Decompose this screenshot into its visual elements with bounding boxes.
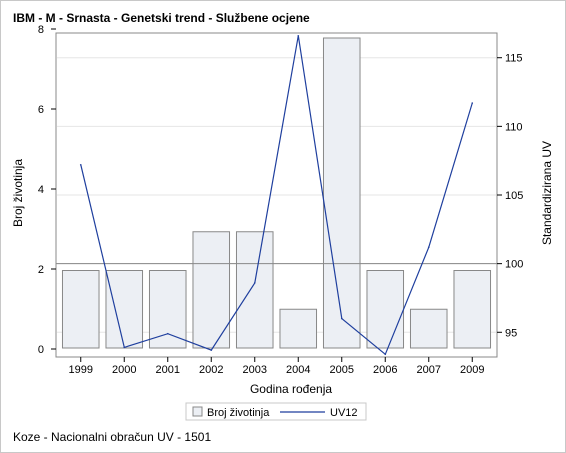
- x-tick-label: 1999: [69, 364, 93, 376]
- left-axis-ticks: 0 2 4 6 8: [38, 24, 56, 356]
- uv12-series-line: [80, 35, 473, 356]
- uv12-point: [384, 353, 387, 356]
- uv12-point: [340, 317, 343, 320]
- bar: [366, 270, 405, 349]
- right-tick-label: 105: [505, 190, 523, 202]
- bar: [192, 231, 231, 349]
- bars: [61, 37, 492, 349]
- right-tick-label: 95: [505, 327, 517, 339]
- legend-bar-swatch: [192, 406, 203, 417]
- right-tick-label: 115: [505, 53, 523, 65]
- bar: [322, 37, 361, 349]
- right-tick-label: 110: [505, 121, 523, 133]
- left-tick-label: 6: [38, 104, 44, 116]
- uv-line: [79, 34, 474, 356]
- bar: [235, 231, 274, 349]
- x-tick-label: 2003: [243, 364, 267, 376]
- right-axis-ticks: 95 100 105 110 115: [497, 53, 523, 339]
- x-tick-label: 2005: [330, 364, 354, 376]
- bar: [279, 308, 318, 349]
- bar: [409, 308, 448, 349]
- x-tick-label: 2001: [156, 364, 180, 376]
- bar: [453, 270, 492, 349]
- bar: [148, 270, 187, 349]
- legend-line-label: UV12: [330, 407, 358, 419]
- x-tick-label: 2004: [286, 364, 310, 376]
- uv12-point: [123, 346, 126, 349]
- right-tick-label: 100: [505, 259, 523, 271]
- x-tick-label: 2002: [199, 364, 223, 376]
- uv12-point: [471, 102, 474, 104]
- left-tick-label: 2: [38, 264, 44, 276]
- uv12-point: [253, 282, 256, 284]
- x-tick-label: 2007: [417, 364, 441, 376]
- x-tick-label: 2000: [112, 364, 136, 376]
- left-axis-label: Broj životinja: [11, 159, 25, 227]
- uv12-point: [166, 332, 169, 335]
- legend-box: [185, 402, 367, 421]
- bar: [61, 270, 100, 349]
- left-tick-label: 8: [38, 24, 44, 36]
- uv12-point: [79, 163, 82, 166]
- x-axis-label: Godina rođenja: [250, 382, 332, 396]
- x-tick-label: 2006: [373, 364, 397, 376]
- footer-note: Koze - Nacionalni obračun UV - 1501: [13, 430, 211, 444]
- uv12-point: [297, 34, 300, 37]
- legend-bar-label: Broj životinja: [207, 407, 270, 419]
- legend: Broj životinja UV12: [185, 402, 367, 421]
- uv12-point: [210, 349, 213, 351]
- left-tick-label: 0: [38, 344, 44, 356]
- chart-title: IBM - M - Srnasta - Genetski trend - Slu…: [13, 11, 310, 25]
- right-axis-label: Standardizirana UV: [540, 141, 554, 245]
- x-axis-ticks: 1999 2000 2001 2002 2003 2004 2005 2006 2007 2009: [69, 357, 484, 376]
- left-tick-label: 4: [38, 184, 44, 196]
- x-tick-label: 2009: [460, 364, 484, 376]
- uv12-point: [427, 246, 430, 248]
- bar: [105, 270, 144, 349]
